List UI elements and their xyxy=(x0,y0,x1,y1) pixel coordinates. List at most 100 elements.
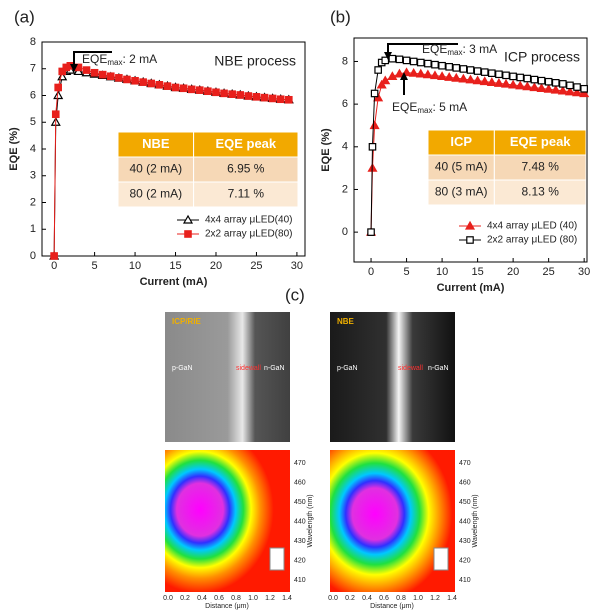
y-tick-label: 4 xyxy=(30,143,36,155)
marker xyxy=(197,87,203,93)
x-tick-label: 0 xyxy=(368,266,374,278)
x-tick-label: 15 xyxy=(471,266,483,278)
heatmap-x-tick: 1.0 xyxy=(248,595,258,602)
marker xyxy=(164,83,170,89)
legend-label: 2x2 array μLED (80) xyxy=(487,235,577,246)
marker xyxy=(91,70,97,76)
marker xyxy=(108,73,114,79)
heatmap-x-tick: 0.2 xyxy=(180,595,190,602)
marker xyxy=(213,89,219,95)
image-label: sidewall xyxy=(398,365,423,372)
annotation-sub: max xyxy=(417,106,432,115)
x-tick-label: 30 xyxy=(291,260,303,272)
marker xyxy=(453,65,459,71)
heatmap-x-tick: 0.6 xyxy=(379,595,389,602)
y-tick-label: 5 xyxy=(30,116,36,128)
marker xyxy=(474,68,480,74)
marker xyxy=(261,94,267,100)
marker xyxy=(180,85,186,91)
x-tick-label: 25 xyxy=(250,260,262,272)
table-cell-text: 80 (2 mA) xyxy=(129,187,182,201)
marker xyxy=(140,79,146,85)
image-label: sidewall xyxy=(236,365,261,372)
image-label: n-GaN xyxy=(264,365,285,372)
annotation: EQEmax: 2 mA xyxy=(82,52,157,67)
x-tick-label: 25 xyxy=(543,266,555,278)
y-tick-label: 4 xyxy=(342,141,348,153)
colorbar xyxy=(270,548,284,570)
marker xyxy=(221,90,227,96)
marker xyxy=(245,93,251,99)
heatmap-y-tick: 440 xyxy=(459,518,471,525)
heatmap-x-tick: 1.2 xyxy=(265,595,275,602)
y-tick-label: 2 xyxy=(342,183,348,195)
marker xyxy=(368,229,374,235)
panel-label: (c) xyxy=(285,285,305,304)
heatmap-x-tick: 1.4 xyxy=(447,595,457,602)
table-cell-text: 8.13 % xyxy=(522,185,560,199)
heatmap-y-label: Wavelength (nm) xyxy=(472,494,479,547)
heatmap-y-tick: 470 xyxy=(294,460,306,467)
marker xyxy=(567,82,573,88)
x-tick-label: 15 xyxy=(169,260,181,272)
y-tick-label: 3 xyxy=(30,170,36,182)
table-header: EQE peak xyxy=(215,136,276,151)
marker xyxy=(53,111,59,117)
x-tick-label: 10 xyxy=(129,260,141,272)
marker xyxy=(467,67,473,73)
marker xyxy=(286,97,292,103)
table-cell-text: 6.95 % xyxy=(227,162,265,176)
heatmap-y-tick: 420 xyxy=(294,557,306,564)
image-title: ICP/RIE xyxy=(172,317,202,326)
x-tick-label: 30 xyxy=(578,266,590,278)
heatmap-x-tick: 0.2 xyxy=(345,595,355,602)
marker xyxy=(148,80,154,86)
marker xyxy=(425,60,431,66)
panel-label: (a) xyxy=(14,7,35,26)
marker xyxy=(55,84,61,90)
marker xyxy=(278,96,284,102)
heatmap-x-tick: 0.4 xyxy=(362,595,372,602)
marker xyxy=(489,70,495,76)
heatmap-x-tick: 1.4 xyxy=(282,595,292,602)
x-tick-label: 5 xyxy=(92,260,98,272)
annotation-sub: max xyxy=(107,58,122,67)
heatmap-x-tick: 0.8 xyxy=(231,595,241,602)
heatmap-x-tick: 0.6 xyxy=(214,595,224,602)
image-label: p-GaN xyxy=(337,365,358,372)
marker xyxy=(124,76,130,82)
heatmap-x-tick: 1.2 xyxy=(430,595,440,602)
figure: 051015202530012345678Current (mA)EQE (%)… xyxy=(0,0,601,614)
panel-label: (b) xyxy=(330,7,351,26)
marker xyxy=(432,61,438,67)
table-cell-text: 80 (3 mA) xyxy=(435,185,488,199)
x-axis-label: Current (mA) xyxy=(437,282,505,294)
marker xyxy=(446,64,452,70)
annotation-sub: max xyxy=(447,48,462,57)
marker xyxy=(553,80,559,86)
annotation: EQEmax: 5 mA xyxy=(392,100,467,115)
marker xyxy=(229,91,235,97)
marker xyxy=(410,58,416,64)
marker xyxy=(545,79,551,85)
marker xyxy=(503,72,509,78)
y-tick-label: 8 xyxy=(30,36,36,48)
heatmap-x-label: Distance (μm) xyxy=(370,603,414,610)
marker xyxy=(418,59,424,65)
heatmap-y-label: Wavelength (nm) xyxy=(307,494,314,547)
marker xyxy=(574,84,580,90)
marker xyxy=(371,121,379,128)
marker xyxy=(396,56,402,62)
table-header: NBE xyxy=(142,136,170,151)
heatmap-x-tick: 0.0 xyxy=(328,595,338,602)
marker xyxy=(460,66,466,72)
x-axis-label: Current (mA) xyxy=(140,276,208,288)
marker xyxy=(517,74,523,80)
image-title: NBE xyxy=(337,317,355,326)
heatmap-y-tick: 470 xyxy=(459,460,471,467)
marker xyxy=(116,75,122,81)
heatmap xyxy=(165,450,290,592)
marker xyxy=(510,73,516,79)
marker xyxy=(496,71,502,77)
